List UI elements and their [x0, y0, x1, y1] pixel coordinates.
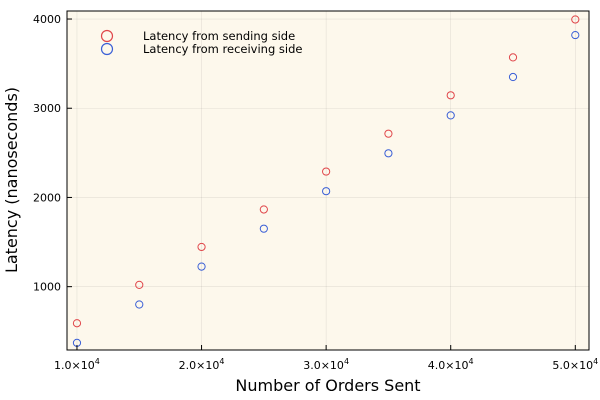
axis-ticks: [67, 18, 576, 350]
x-tick-label: 1.0×104: [54, 357, 100, 372]
data-point-series-1: [135, 280, 144, 289]
y-tick-labels: 1000 2000 3000 4000: [33, 13, 61, 294]
legend-marker-series-1: [100, 29, 114, 43]
y-axis-title: Latency (nanoseconds): [2, 87, 21, 273]
gridlines: [67, 11, 589, 350]
legend-marker-series-2: [100, 42, 114, 56]
x-tick-label: 5.0×104: [552, 357, 598, 372]
data-point-series-1: [322, 167, 331, 176]
data-point-series-1: [508, 53, 518, 62]
data-point-series-2: [322, 187, 331, 196]
data-point-series-1: [197, 242, 206, 252]
y-tick-label: 3000: [33, 102, 61, 115]
y-tick-label: 2000: [33, 191, 61, 204]
data-point-series-1: [259, 205, 268, 214]
data-points: [72, 15, 580, 347]
data-point-series-2: [571, 30, 580, 40]
x-axis-title: Number of Orders Sent: [235, 376, 420, 395]
data-point-series-2: [135, 300, 144, 309]
data-point-series-1: [446, 91, 455, 100]
data-point-series-1: [72, 319, 82, 328]
data-point-series-2: [508, 72, 518, 82]
legend-label-series-2: Latency from receiving side: [143, 42, 302, 56]
data-point-series-1: [571, 15, 580, 24]
legend-label-series-1: Latency from sending side: [143, 29, 295, 43]
y-tick-label: 4000: [33, 13, 61, 26]
y-tick-label: 1000: [33, 281, 61, 294]
data-point-series-2: [384, 149, 393, 158]
plot-frame: [66, 10, 590, 351]
x-tick-label: 3.0×104: [303, 357, 349, 372]
data-point-series-2: [197, 262, 206, 271]
data-point-series-1: [384, 129, 393, 138]
data-point-series-2: [259, 224, 268, 233]
data-point-series-2: [446, 111, 455, 120]
plot-area: [67, 11, 589, 350]
x-tick-labels: 1.0×104 2.0×104 3.0×104 4.0×104 5.0×104: [54, 357, 598, 372]
x-tick-label: 2.0×104: [179, 357, 225, 372]
x-tick-label: 4.0×104: [428, 357, 474, 372]
